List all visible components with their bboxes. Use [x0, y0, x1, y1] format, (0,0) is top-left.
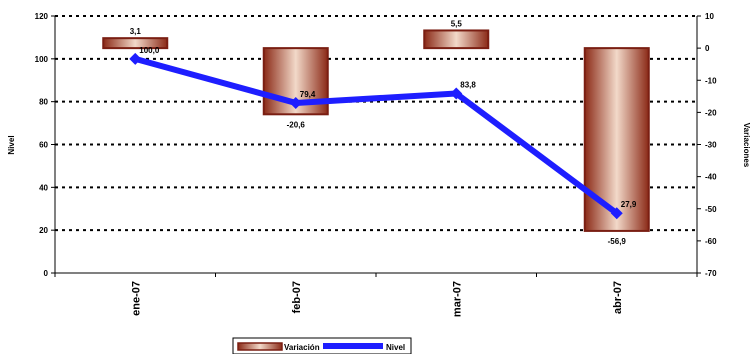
y-tick-label: 60	[39, 141, 48, 150]
legend-label-nivel: Nivel	[386, 343, 405, 352]
variation-bar	[583, 47, 650, 232]
level-marker	[450, 87, 463, 100]
level-label: 100,0	[139, 46, 160, 55]
y2-tick-label: -60	[705, 237, 717, 246]
level-label: 27,9	[621, 200, 637, 209]
y-axis-title: Nivel	[7, 135, 16, 154]
y-tick-label: 0	[44, 269, 49, 278]
legend-swatch-variacion	[237, 342, 283, 351]
level-marker	[610, 207, 623, 220]
variation-label: 5,5	[451, 19, 463, 28]
y-tick-label: 40	[39, 183, 48, 192]
legend: Variación Nivel	[232, 337, 412, 354]
variation-label: -56,9	[608, 237, 627, 246]
y2-tick-label: 10	[705, 12, 714, 21]
x-tick-label: ene-07	[130, 281, 142, 316]
data-labels: 3,1 -20,6 5,5 -56,9 100,0 79,4 83,8 27,9	[130, 19, 637, 245]
level-label: 79,4	[300, 90, 316, 99]
y-tick-label: 120	[35, 12, 49, 21]
level-line-path	[134, 55, 619, 216]
variation-label: -20,6	[287, 120, 306, 129]
x-tick-label: mar-07	[451, 281, 463, 317]
y2-tick-label: 0	[705, 44, 710, 53]
y2-tick-label: -10	[705, 76, 717, 85]
x-tick-label: abr-07	[612, 281, 624, 314]
y-tick-label: 100	[35, 55, 49, 64]
level-marker	[289, 96, 302, 109]
x-tick-label: feb-07	[291, 281, 303, 313]
y-tick-label: 20	[39, 226, 48, 235]
variation-bars	[102, 29, 650, 232]
y2-tick-label: -50	[705, 205, 717, 214]
y2-tick-label: -40	[705, 173, 717, 182]
y2-tick-label: -20	[705, 108, 717, 117]
y2-axis-title: Variaciones	[742, 123, 751, 168]
variation-bar	[423, 29, 490, 50]
axes	[51, 15, 701, 277]
y-tick-label: 80	[39, 98, 48, 107]
y2-tick-label: -30	[705, 141, 717, 150]
gridlines	[55, 15, 697, 232]
legend-label-variacion: Variación	[284, 343, 320, 352]
variation-label: 3,1	[130, 27, 142, 36]
level-marker	[129, 52, 142, 65]
y2-tick-label: -70	[705, 269, 717, 278]
level-label: 83,8	[460, 81, 476, 90]
variation-bar	[102, 37, 169, 50]
level-line	[129, 52, 623, 220]
